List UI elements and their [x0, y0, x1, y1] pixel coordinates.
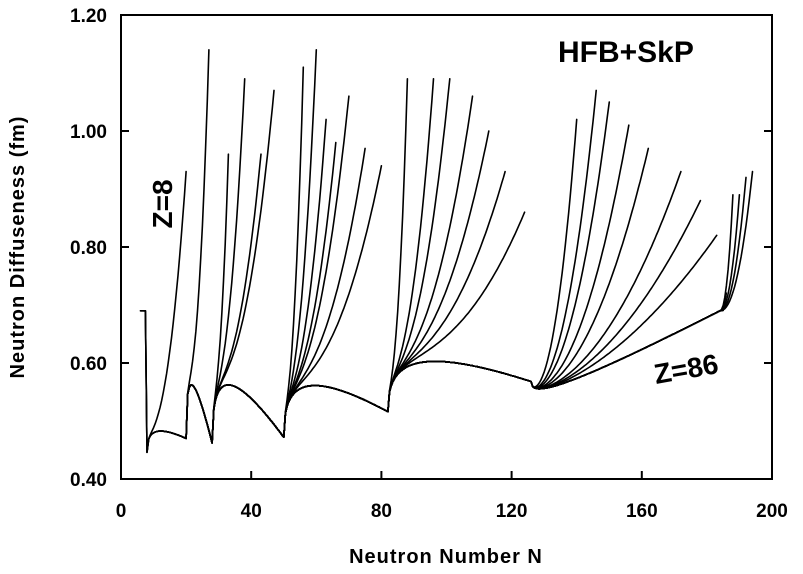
isotope-chain-Z60	[253, 199, 702, 438]
isotope-chain-Z62	[260, 234, 718, 438]
y-tick-label: 1.20	[70, 6, 107, 27]
isotope-chain-Z14	[146, 78, 246, 454]
isotope-chain-curves	[139, 49, 754, 454]
isotope-chain-Z10	[139, 49, 210, 454]
y-tick-label: 0.40	[70, 470, 107, 491]
isotope-chain-Z48	[227, 118, 578, 438]
y-axis-title: Neutron Diffuseness (fm)	[7, 116, 29, 379]
axis-ticks: 0 40 80 120 160 200 0.40 0.60 0.80 1.00 1.20	[70, 6, 788, 522]
isotope-chain-Z86	[315, 170, 754, 413]
plot-area	[120, 14, 773, 480]
z-high-label: Z=86	[652, 348, 721, 390]
y-tick-label: 0.60	[70, 354, 107, 375]
model-label: HFB+SkP	[558, 36, 694, 69]
isotope-chain-Z78	[296, 292, 728, 413]
x-tick-label: 40	[241, 501, 262, 522]
x-tick-label: 160	[626, 501, 658, 522]
x-tick-label: 0	[116, 501, 127, 522]
x-tick-label: 80	[371, 501, 392, 522]
x-tick-label: 120	[496, 501, 528, 522]
x-tick-label: 200	[756, 501, 788, 522]
isotope-chain-Z20	[159, 66, 305, 444]
z-low-label: Z=8	[147, 179, 178, 228]
y-tick-label: 1.00	[70, 122, 107, 143]
isotope-chain-Z26	[175, 141, 337, 444]
isotope-chain-Z56	[243, 147, 650, 438]
isotope-chain-Z32	[188, 165, 383, 444]
y-tick-label: 0.80	[70, 238, 107, 259]
x-axis-title: Neutron Number N	[349, 546, 543, 568]
